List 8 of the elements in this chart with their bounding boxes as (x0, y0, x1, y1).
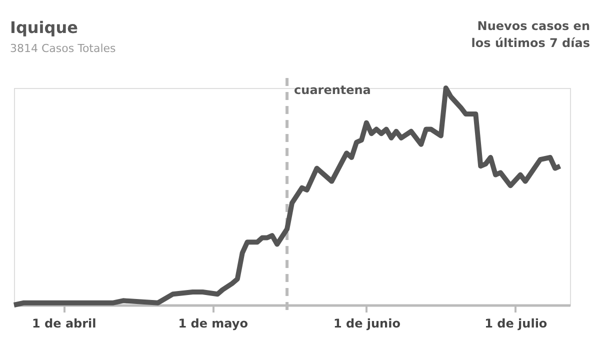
x-tick-label: 1 de junio (333, 316, 400, 330)
ref-line-label: cuarentena (294, 83, 371, 97)
chart-title: Iquique (10, 18, 78, 37)
chart-subtitle: 3814 Casos Totales (10, 42, 116, 55)
text: Nuevos casos en los últimos 7 días (471, 19, 590, 50)
x-tick-label: 1 de mayo (178, 316, 248, 330)
x-tick-label: 1 de abril (32, 316, 96, 330)
x-tick-label: 1 de julio (484, 316, 548, 330)
